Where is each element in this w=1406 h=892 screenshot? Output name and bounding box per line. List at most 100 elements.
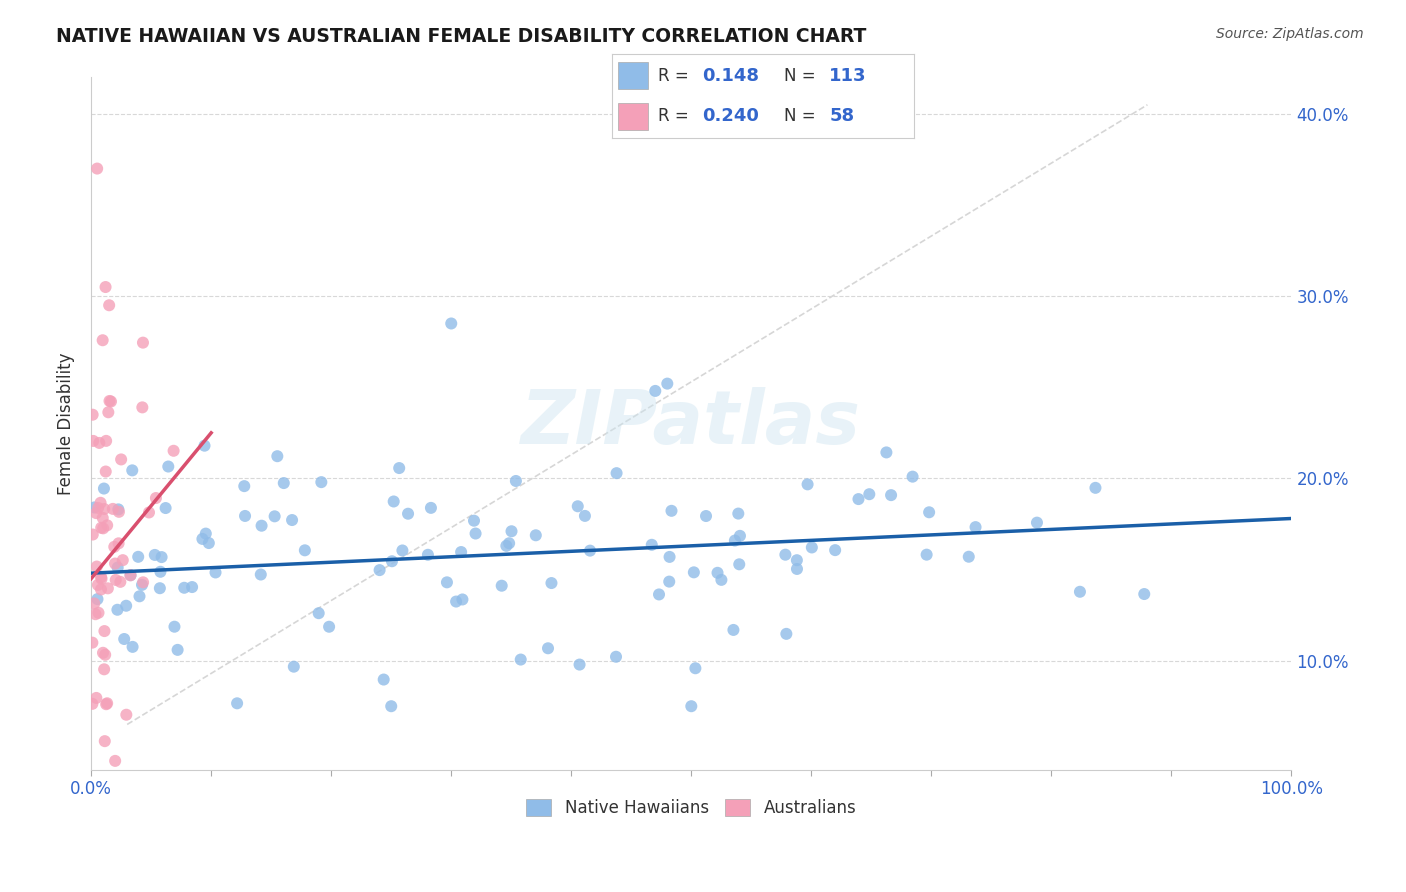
Point <box>91 646 114 660</box>
Point <box>132 575 155 590</box>
Point <box>107 502 129 516</box>
Point <box>131 401 153 415</box>
Point <box>143 548 166 562</box>
Point <box>120 568 142 582</box>
Point <box>198 536 221 550</box>
Point <box>111 553 134 567</box>
Point <box>90 496 112 510</box>
Point <box>786 562 808 576</box>
Point <box>283 659 305 673</box>
Point <box>391 543 413 558</box>
Text: 0.148: 0.148 <box>703 68 759 86</box>
Point <box>685 661 707 675</box>
Point <box>82 434 104 448</box>
Point <box>249 567 271 582</box>
Point <box>98 298 121 312</box>
Point <box>644 384 666 398</box>
Point <box>416 548 439 562</box>
Point <box>579 543 602 558</box>
Point <box>858 487 880 501</box>
Point <box>173 581 195 595</box>
Point <box>226 696 249 710</box>
Point <box>93 662 115 676</box>
Point <box>83 500 105 515</box>
Point <box>233 479 256 493</box>
Point <box>491 579 513 593</box>
Point <box>1084 481 1107 495</box>
Point <box>281 513 304 527</box>
Point <box>86 559 108 574</box>
Point <box>661 504 683 518</box>
Point <box>86 592 108 607</box>
Point <box>311 475 333 490</box>
Point <box>915 548 938 562</box>
Point <box>97 405 120 419</box>
Point <box>194 526 217 541</box>
Point <box>381 554 404 568</box>
Point <box>150 550 173 565</box>
Point <box>724 533 747 548</box>
Point <box>901 469 924 483</box>
Point <box>382 494 405 508</box>
Text: ZIPatlas: ZIPatlas <box>522 387 862 460</box>
Point <box>1133 587 1156 601</box>
Point <box>93 624 115 638</box>
Point <box>233 508 256 523</box>
Point <box>132 335 155 350</box>
Point <box>657 376 679 391</box>
Point <box>181 580 204 594</box>
Point <box>162 443 184 458</box>
Point <box>710 573 733 587</box>
Text: 0.240: 0.240 <box>703 107 759 125</box>
Point <box>706 566 728 580</box>
Point <box>115 707 138 722</box>
Point <box>90 570 112 584</box>
Point <box>848 492 870 507</box>
Point <box>107 536 129 550</box>
Point <box>89 436 111 450</box>
Point <box>440 317 463 331</box>
Point <box>681 699 703 714</box>
Point <box>98 394 121 409</box>
Point <box>380 699 402 714</box>
Text: N =: N = <box>785 68 821 86</box>
Point <box>91 511 114 525</box>
Point <box>957 549 980 564</box>
Point <box>568 657 591 672</box>
Point <box>107 603 129 617</box>
Point <box>145 491 167 505</box>
Point <box>450 545 472 559</box>
Point <box>121 640 143 654</box>
Point <box>824 543 846 558</box>
Point <box>191 532 214 546</box>
Point <box>204 566 226 580</box>
Point <box>648 587 671 601</box>
Point <box>658 549 681 564</box>
Point <box>318 620 340 634</box>
Text: Source: ZipAtlas.com: Source: ZipAtlas.com <box>1216 27 1364 41</box>
Point <box>128 589 150 603</box>
Point <box>796 477 818 491</box>
Point <box>775 627 797 641</box>
Point <box>82 408 104 422</box>
Point <box>87 606 110 620</box>
Point <box>108 505 131 519</box>
Point <box>728 558 751 572</box>
Point <box>93 502 115 516</box>
Point <box>104 557 127 571</box>
Text: 113: 113 <box>830 68 866 86</box>
Point <box>82 527 104 541</box>
Point <box>90 572 112 586</box>
Point <box>495 539 517 553</box>
Point <box>436 575 458 590</box>
Point <box>163 620 186 634</box>
Point <box>786 553 808 567</box>
Point <box>110 452 132 467</box>
Point <box>606 466 628 480</box>
Point <box>388 461 411 475</box>
Bar <box>617 103 648 130</box>
Point <box>149 581 172 595</box>
Point <box>605 649 627 664</box>
Text: R =: R = <box>658 107 695 125</box>
Point <box>157 459 180 474</box>
